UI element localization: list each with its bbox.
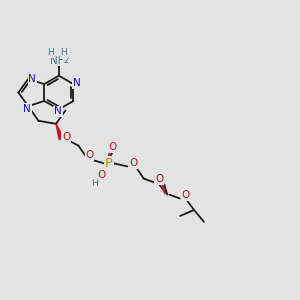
- Polygon shape: [56, 124, 64, 140]
- Text: 2: 2: [63, 56, 68, 65]
- Text: H: H: [91, 179, 98, 188]
- Text: NH: NH: [50, 56, 66, 66]
- Text: O: O: [155, 174, 164, 184]
- Text: O: O: [182, 190, 190, 200]
- Text: O: O: [129, 158, 137, 168]
- Text: O: O: [108, 142, 116, 152]
- Text: N: N: [54, 106, 62, 116]
- Text: N: N: [73, 78, 80, 88]
- Text: O: O: [85, 150, 94, 160]
- Text: N: N: [23, 104, 31, 114]
- Text: N: N: [28, 74, 36, 84]
- Text: O: O: [97, 170, 105, 180]
- Text: O: O: [62, 132, 70, 142]
- Text: O: O: [154, 174, 163, 184]
- Text: H: H: [48, 48, 54, 57]
- Text: H: H: [60, 48, 67, 57]
- Text: P: P: [105, 157, 113, 170]
